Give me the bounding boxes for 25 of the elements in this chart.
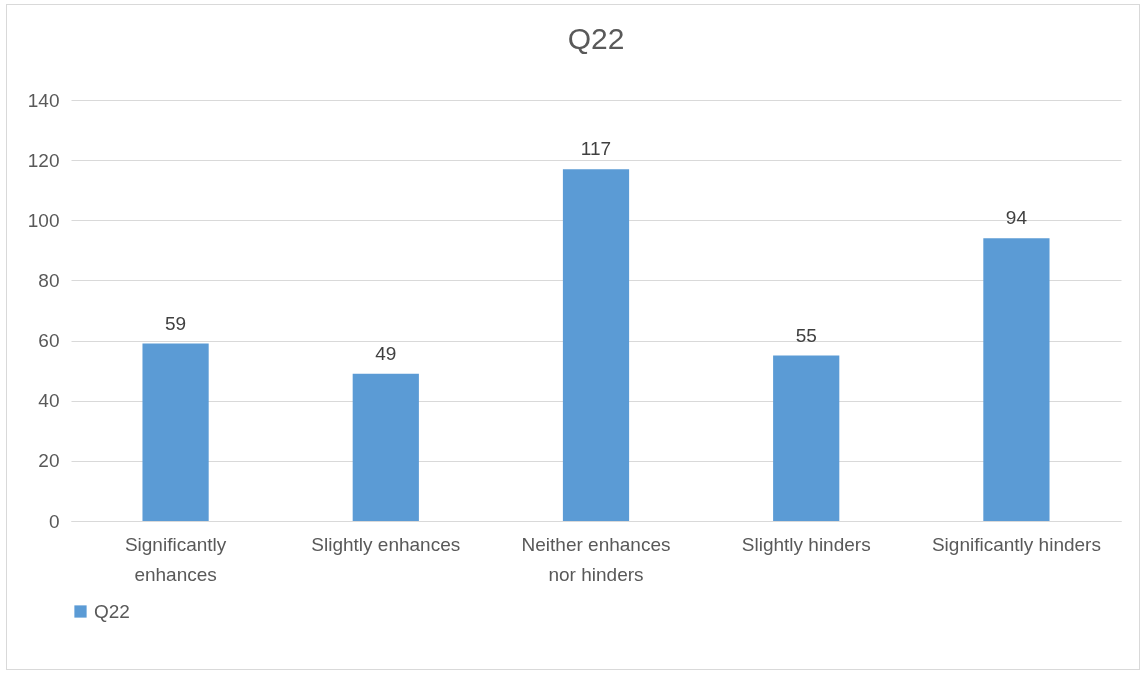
- chart-title: Q22: [567, 22, 625, 55]
- y-tick-label: 80: [38, 269, 60, 291]
- y-tick-label: 120: [27, 149, 60, 171]
- legend-label: Q22: [94, 600, 130, 622]
- bar: [773, 355, 840, 521]
- data-label: 94: [1005, 207, 1028, 229]
- data-label: 117: [580, 138, 612, 160]
- y-tick-label: 60: [38, 330, 60, 352]
- bar: [562, 169, 630, 521]
- x-tick-label: Neither enhances nor hinders: [521, 533, 671, 585]
- bar: [352, 373, 419, 521]
- x-tick-label: Slightly enhances: [311, 533, 461, 555]
- data-label: 59: [165, 312, 187, 334]
- x-tick-label: Significantly hinders: [931, 533, 1101, 555]
- bar: [983, 238, 1050, 521]
- x-tick-label: Slightly hinders: [741, 533, 871, 555]
- data-label: 49: [375, 342, 397, 364]
- x-tick-label: Significantly enhances: [124, 533, 227, 585]
- bar: [142, 343, 209, 521]
- y-tick-label: 100: [27, 209, 60, 231]
- y-tick-label: 140: [27, 89, 60, 111]
- y-tick-label: 0: [48, 510, 60, 532]
- y-tick-label: 20: [38, 450, 60, 472]
- data-label: 55: [795, 324, 817, 346]
- y-tick-label: 40: [38, 390, 60, 412]
